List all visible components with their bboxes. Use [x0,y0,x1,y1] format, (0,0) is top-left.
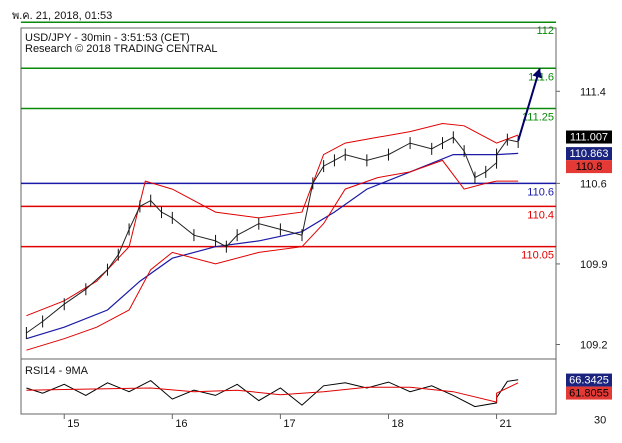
rsi-badge-label: 61.8055 [569,388,609,400]
timestamp: พ.ค. 21, 2018, 01:53 [12,10,113,22]
price-badge [566,147,612,161]
level-label: 110.6 [527,186,554,198]
y-tick-label: 109.2 [580,339,608,351]
y-tick-label: 110.6 [580,178,607,190]
rsi-badge [566,386,612,400]
price-badge-label: 110.8 [576,161,603,173]
level-label: 110.4 [527,209,554,221]
bollinger-lower [26,159,519,351]
rsi-ma-line [26,382,519,403]
price-badge-label: 111.007 [570,132,608,144]
x-tick-label: 21 [500,418,512,430]
rsi-title: RSI14 - 9MA [25,365,89,377]
x-tick-label: 18 [391,418,403,430]
chart-subtitle: Research © 2018 TRADING CENTRAL [25,43,218,55]
y-tick-label: 111.4 [580,86,606,98]
level-label: 110.05 [521,250,554,262]
price-badge [566,130,612,144]
forecast-arrow [517,67,541,142]
x-tick-label: 15 [67,418,79,430]
forecast-arrowhead [532,68,543,79]
rsi-line [26,379,519,408]
level-label: 112 [536,25,554,37]
level-label: 111.25 [522,112,554,124]
plot-frame [20,27,557,415]
price-line [26,136,519,334]
chart-title: USD/JPY - 30min - 3:51:53 (CET) [25,32,190,44]
rsi-y-tick-label: 30 [594,415,606,427]
y-tick-label: 109.9 [580,259,608,271]
bollinger-upper [26,122,519,317]
price-badge-label: 110.863 [570,148,609,160]
x-tick-label: 16 [175,418,187,430]
rsi-badge [566,373,612,387]
price-badge [566,160,612,174]
rsi-badge-label: 66.3425 [569,375,609,387]
x-tick-label: 17 [283,418,295,430]
